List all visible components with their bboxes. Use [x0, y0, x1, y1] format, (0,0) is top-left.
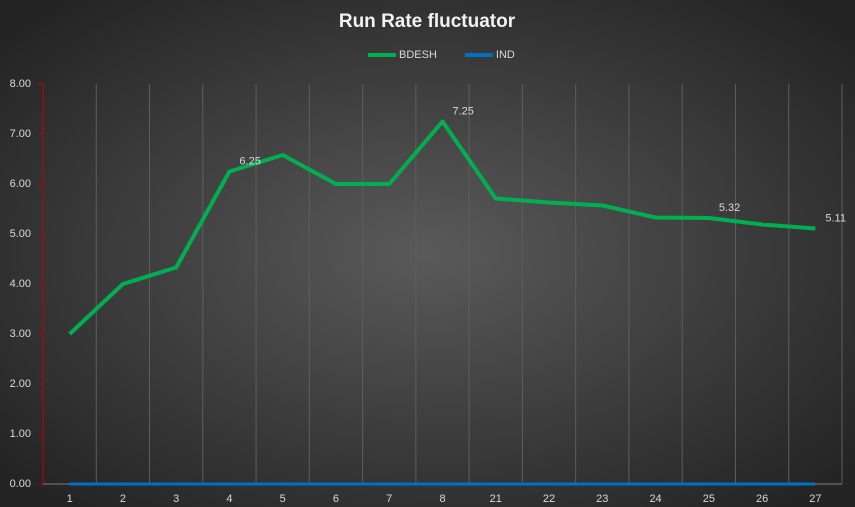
x-tick-label: 8 — [439, 493, 445, 505]
x-tick-label: 7 — [386, 493, 392, 505]
data-label: 5.32 — [719, 202, 740, 214]
y-tick-label: 7.00 — [10, 128, 31, 140]
x-tick-label: 2 — [120, 493, 126, 505]
x-tick-label: 21 — [490, 493, 502, 505]
x-tick-label: 26 — [756, 493, 768, 505]
x-tick-label: 27 — [809, 493, 821, 505]
data-label: 5.11 — [825, 212, 846, 224]
y-tick-label: 8.00 — [10, 78, 31, 90]
y-tick-label: 5.00 — [10, 228, 31, 240]
y-tick-label: 6.00 — [10, 178, 31, 190]
series-line — [68, 119, 816, 336]
x-tick-label: 3 — [173, 493, 179, 505]
data-label: 6.25 — [239, 155, 260, 167]
y-tick-label: 3.00 — [10, 328, 31, 340]
x-tick-label: 23 — [596, 493, 608, 505]
x-tick-label: 6 — [333, 493, 339, 505]
data-label: 7.25 — [453, 105, 474, 117]
x-tick-label: 22 — [543, 493, 555, 505]
y-tick-label: 4.00 — [10, 278, 31, 290]
y-tick-label: 2.00 — [10, 378, 31, 390]
x-tick-label: 4 — [226, 493, 232, 505]
x-tick-label: 24 — [649, 493, 661, 505]
x-tick-label: 1 — [67, 493, 73, 505]
chart-title: Run Rate fluctuator — [339, 11, 516, 32]
legend-label: IND — [496, 49, 515, 61]
y-tick-label: 1.00 — [10, 428, 31, 440]
legend-label: BDESH — [399, 49, 437, 61]
x-tick-label: 5 — [280, 493, 286, 505]
x-tick-label: 25 — [703, 493, 715, 505]
y-tick-label: 0.00 — [10, 478, 31, 490]
